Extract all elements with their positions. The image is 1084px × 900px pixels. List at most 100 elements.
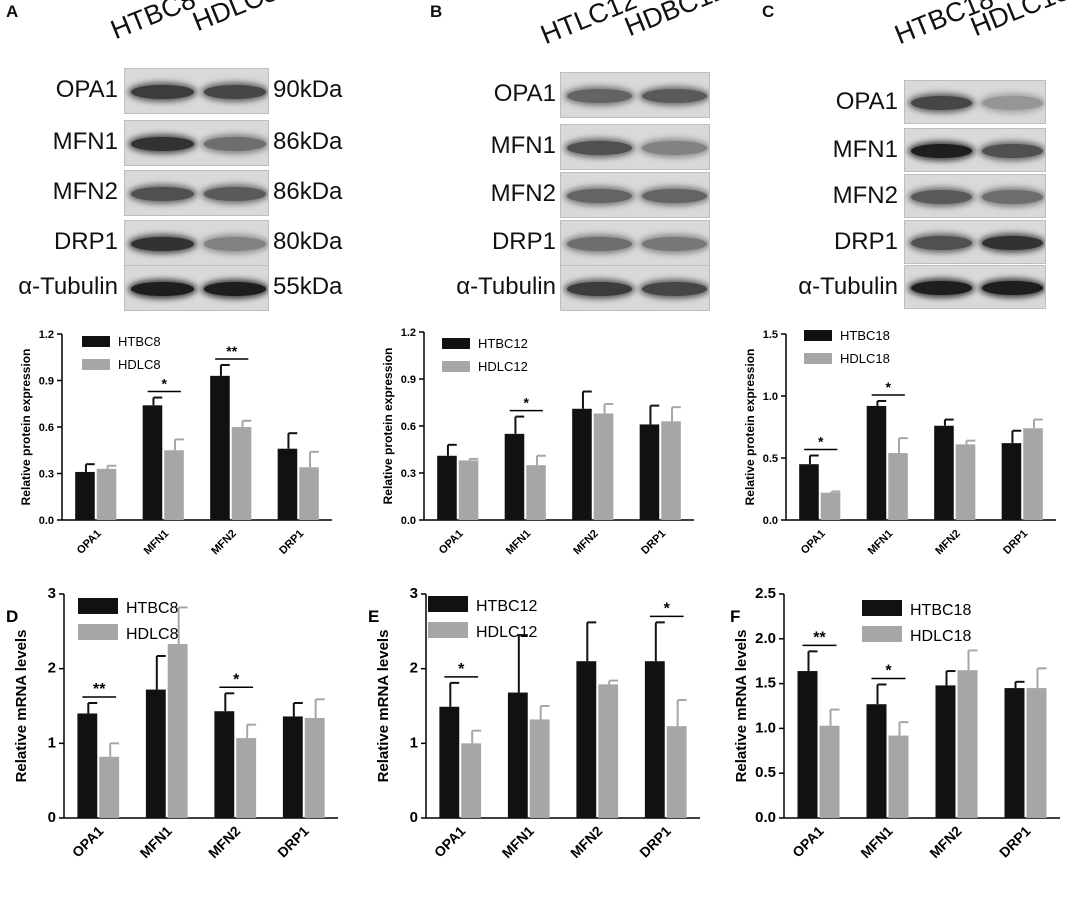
bar [504,433,525,520]
significance-marker: ** [226,343,237,359]
legend-swatch [442,361,470,372]
bar [437,455,457,520]
category-label: DRP1 [277,528,306,557]
blot-strip [904,265,1046,309]
protein-row-label: OPA1 [835,88,898,115]
bar [461,743,482,818]
y-tick-label: 1.2 [39,329,54,341]
category-label: MFN2 [205,823,243,861]
bar [799,464,819,520]
category-label: DRP1 [1001,528,1030,557]
y-tick-label: 2.0 [755,630,776,647]
category-label: OPA1 [789,823,827,861]
protein-band [982,96,1043,110]
blot-strip [904,80,1046,124]
category-label: OPA1 [75,528,104,557]
blot-strip [904,128,1046,172]
category-label: MFN2 [567,823,605,861]
bar [210,375,230,520]
bar [866,405,887,520]
significance-marker: * [885,662,892,679]
protein-band [911,96,972,110]
protein-band [567,282,632,296]
protein-band [203,187,266,201]
legend-swatch [442,338,470,349]
bar [888,453,908,520]
lane-label: HDLC8 [188,0,282,38]
protein-band [131,237,194,251]
protein-row-label: MFN1 [52,128,118,155]
protein-row-label: α-Tubulin [798,273,898,300]
y-tick-label: 1 [410,734,418,751]
bar [231,427,252,520]
bar [167,644,188,818]
bar [1004,688,1025,818]
protein-band [911,236,972,250]
y-axis-label: Relative mRNA levels [733,630,750,783]
y-tick-label: 1.5 [755,675,776,692]
protein-band [982,144,1043,158]
category-label: OPA1 [69,823,107,861]
protein-row-label: MFN1 [490,132,556,159]
protein-band [911,281,972,295]
protein-row-label: DRP1 [491,228,556,255]
mrna-chart-f: F 0.0 0.5 1.0 1.5 2.0 2.5 Relative mRNA levels O… [730,585,1060,861]
category-label: MFN1 [504,528,534,558]
molecular-weight-label: 80kDa [273,228,343,255]
bar [236,738,257,818]
y-tick-label: 2 [410,660,418,677]
bar [214,711,235,818]
bar [593,413,614,520]
legend-swatch [78,624,118,640]
category-label: DRP1 [274,823,312,861]
bar [639,424,660,520]
y-tick-label: 0.9 [39,376,54,388]
protein-row-label: DRP1 [833,228,898,255]
panel-letter: F [730,607,740,626]
category-label: MFN2 [209,528,239,558]
bar [1026,688,1047,818]
legend-swatch [804,353,832,364]
y-tick-label: 0.3 [39,469,54,481]
bar [935,685,956,818]
category-label: MFN1 [142,528,172,558]
y-tick-label: 0.6 [39,422,54,434]
panel-letter: A [6,2,19,21]
bar [304,717,325,818]
molecular-weight-label: 86kDa [273,128,343,155]
y-tick-label: 1.0 [755,719,776,736]
y-tick-label: 3 [48,585,56,602]
protein-band [203,137,266,151]
blot-strip [124,120,269,166]
blot-strip [560,265,710,311]
bar [820,492,841,520]
blot-panel-c: C HTBC18 HDLC18 OPA1 MFN1 MFN2 DRP1 α-Tubulin [720,0,1084,310]
category-label: MFN1 [857,823,895,861]
bar [1001,443,1022,520]
protein-row-label: MFN2 [490,180,556,207]
y-tick-label: 0.6 [401,421,416,433]
blot-strip [124,170,269,216]
blot-strip [904,174,1046,218]
blot-strip [904,220,1046,264]
protein-row-label: α-Tubulin [18,273,118,300]
blot-strip [124,220,269,266]
blot-panel-a: A HTBC8 HDLC8 OPA1 90kDa MFN1 86kDa MFN2 86kDa D… [0,0,360,311]
y-tick-label: 0.5 [755,764,776,781]
legend-swatch [804,330,832,341]
protein-row-label: OPA1 [55,76,118,103]
bar [96,468,117,520]
legend-swatch [428,596,468,612]
protein-row-label: MFN2 [832,182,898,209]
legend-swatch [862,600,902,616]
category-label: OPA1 [799,528,828,557]
y-tick-label: 0.9 [401,374,416,386]
protein-band [642,189,707,203]
bar [164,450,184,520]
category-label: MFN1 [499,823,537,861]
protein-band [982,281,1043,295]
bar [666,726,687,818]
protein-row-label: MFN2 [52,178,118,205]
protein-band [567,141,632,155]
legend-label: HTBC18 [910,602,971,619]
